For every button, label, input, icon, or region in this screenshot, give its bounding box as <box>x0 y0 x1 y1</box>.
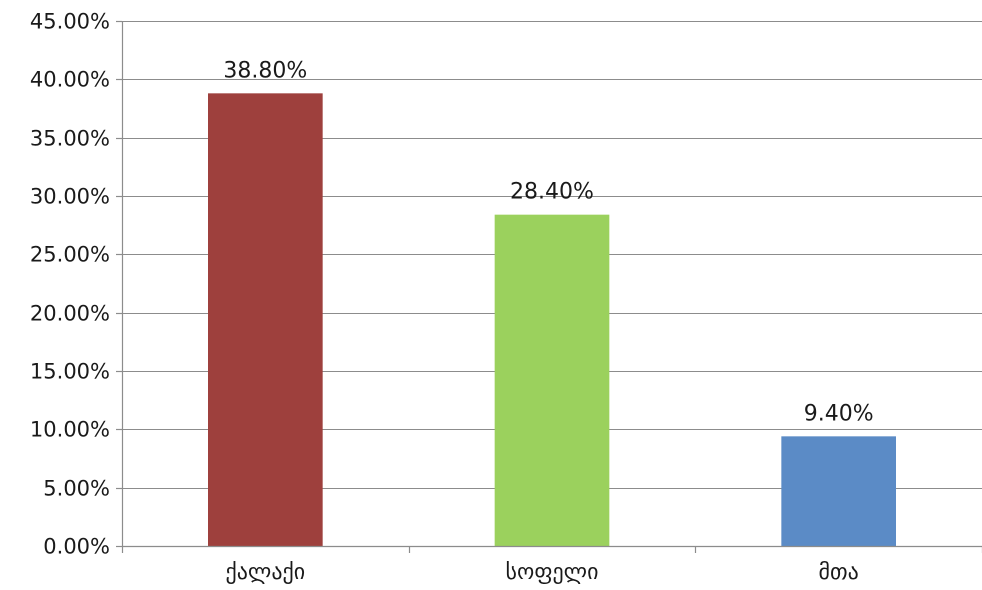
y-tick-label: 10.00% <box>30 418 110 442</box>
y-tick-label: 5.00% <box>43 477 110 501</box>
bar <box>208 93 323 546</box>
x-tick-label: სოფელი <box>506 560 599 585</box>
y-tick-label: 15.00% <box>30 360 110 384</box>
y-tick-label: 0.00% <box>43 535 110 559</box>
y-tick-label: 40.00% <box>30 68 110 92</box>
data-labels: 38.80% 28.40% 9.40% <box>223 58 873 426</box>
x-axis-ticks: ქალაქი სოფელი მთა <box>121 546 982 585</box>
y-tick-label: 30.00% <box>30 185 110 209</box>
y-tick-label: 45.00% <box>30 10 110 34</box>
data-label: 9.40% <box>804 401 874 426</box>
x-tick-label: მთა <box>819 560 859 585</box>
y-axis-ticks: 0.00% 5.00% 10.00% 15.00% 20.00% 25.00% 30.00%… <box>30 10 122 559</box>
data-label: 28.40% <box>510 180 594 205</box>
y-tick-label: 20.00% <box>30 302 110 326</box>
axes <box>121 21 982 548</box>
bar <box>781 436 896 546</box>
data-label: 38.80% <box>223 58 307 83</box>
y-tick-label: 35.00% <box>30 127 110 151</box>
bars <box>208 93 896 546</box>
y-tick-label: 25.00% <box>30 243 110 267</box>
bar <box>494 214 610 546</box>
x-tick-label: ქალაქი <box>225 560 305 585</box>
